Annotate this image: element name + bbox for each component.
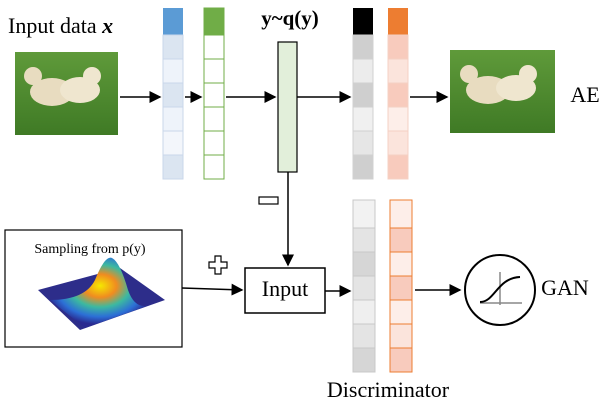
green-column <box>204 8 224 179</box>
minus-sign <box>259 197 278 204</box>
discriminator-orange <box>390 200 412 372</box>
latent-label: y~q(y) <box>261 6 319 30</box>
diagram: Input data x y~q(y) <box>0 0 613 412</box>
discriminator-gray <box>353 200 375 372</box>
latent-code <box>278 42 297 172</box>
ae-label: AE <box>570 82 599 107</box>
input-image <box>15 52 118 135</box>
plus-sign <box>209 256 227 274</box>
input-box-label: Input <box>262 276 308 301</box>
discriminator-label: Discriminator <box>327 377 450 402</box>
orange-column <box>388 8 408 179</box>
output-image <box>450 50 555 133</box>
gray-column <box>353 8 373 179</box>
arrow <box>182 288 242 290</box>
input-label: Input data x <box>8 13 113 38</box>
blue-column <box>163 8 183 179</box>
prior-label: Sampling from p(y) <box>34 242 146 257</box>
sigmoid-icon <box>465 255 535 325</box>
gan-label: GAN <box>541 275 589 300</box>
